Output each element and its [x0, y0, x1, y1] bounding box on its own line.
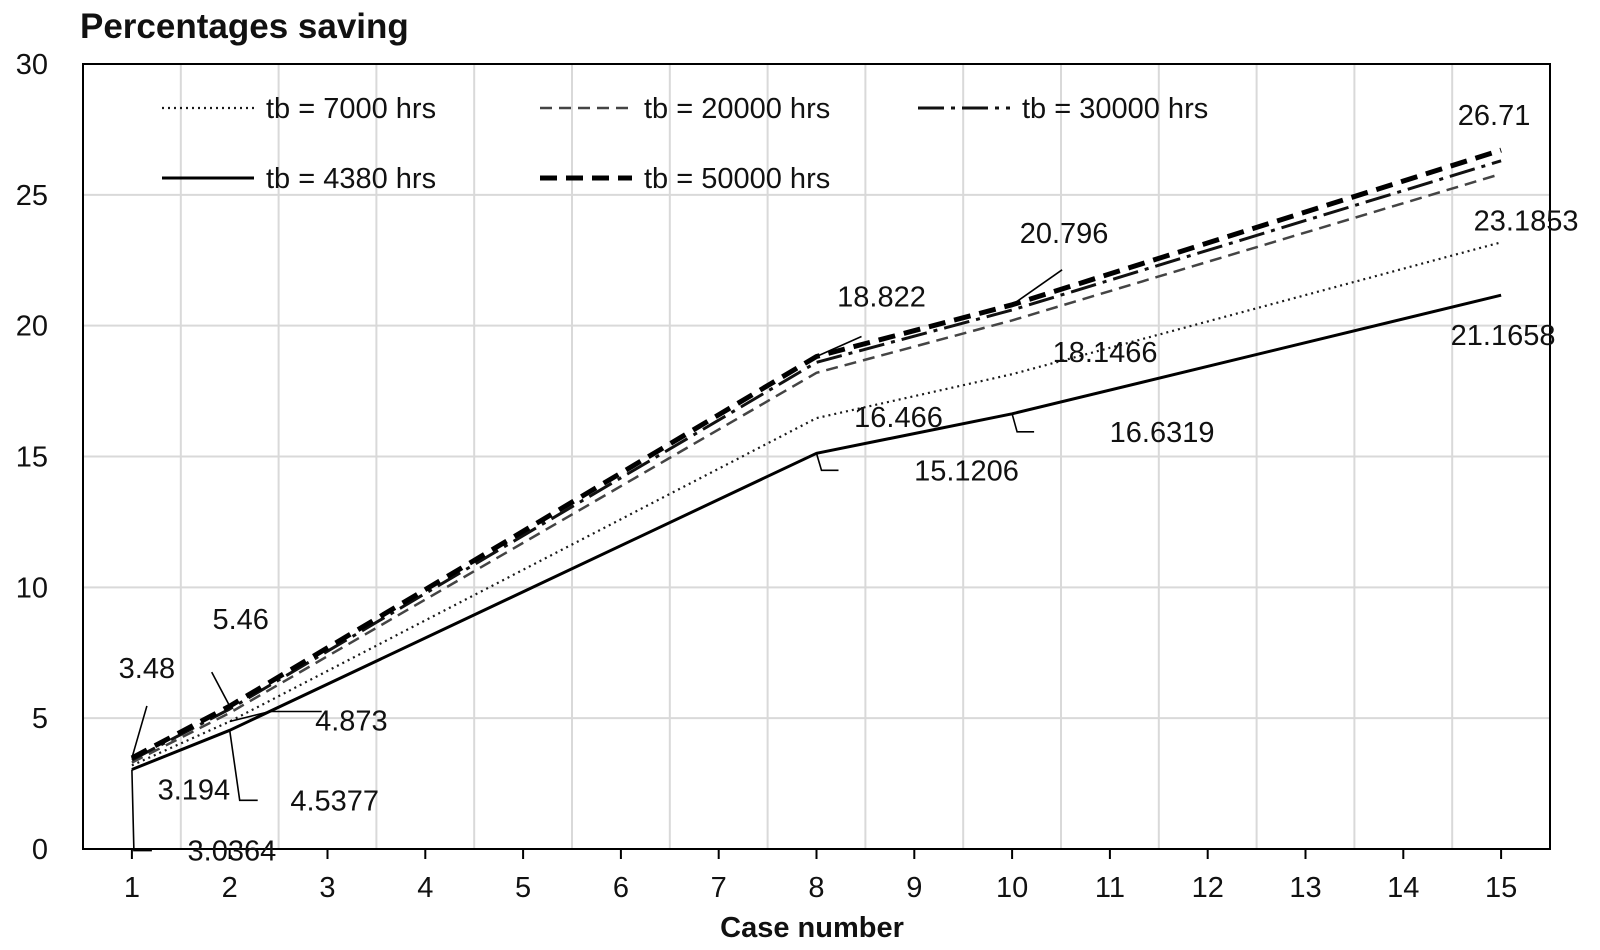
x-tick-label: 1: [124, 872, 140, 904]
data-label: 15.1206: [914, 455, 1019, 487]
x-tick-label: 10: [996, 872, 1028, 904]
label-leader-line: [815, 453, 839, 472]
data-labels: 3.48 5.46 4.873 3.194 4.5377 3.0364 18.822 20.7…: [119, 100, 1579, 867]
label-leader-line: [1011, 413, 1035, 433]
label-leader-line: [1011, 269, 1063, 306]
y-tick-label: 25: [16, 180, 48, 212]
x-tick-label: 5: [515, 872, 531, 904]
data-label: 23.1853: [1474, 205, 1579, 237]
legend-label-0: tb = 7000 hrs: [266, 93, 436, 125]
legend-label-2: tb = 30000 hrs: [1022, 93, 1208, 125]
label-leader-line: [131, 705, 148, 759]
x-tick-label: 11: [1095, 872, 1125, 904]
x-axis-ticks: 1 2 3 4 5 6 7 8 9 10 11 12 13 14 15: [124, 849, 1517, 904]
series-line-4: [130, 147, 1502, 761]
y-tick-label: 10: [16, 572, 48, 604]
data-label: 4.5377: [290, 785, 379, 817]
x-tick-label: 9: [906, 872, 922, 904]
label-leader-line: [816, 335, 862, 358]
data-label: 4.873: [315, 705, 388, 737]
label-leader-line: [131, 769, 152, 852]
data-label: 3.48: [119, 653, 175, 685]
x-tick-label: 12: [1192, 872, 1224, 904]
y-tick-label: 15: [16, 442, 48, 474]
x-tick-label: 6: [613, 872, 629, 904]
x-tick-label: 3: [319, 872, 335, 904]
series-lines: [130, 147, 1502, 771]
x-axis-label: Case number: [720, 912, 904, 944]
series-line-2: [131, 159, 1502, 762]
x-tick-label: 8: [808, 872, 824, 904]
legend: tb = 7000 hrs tb = 20000 hrs tb = 30000 hr…: [162, 93, 1208, 195]
x-tick-label: 2: [222, 872, 238, 904]
x-tick-label: 15: [1485, 872, 1517, 904]
x-tick-label: 13: [1289, 872, 1321, 904]
data-label: 26.71: [1458, 100, 1531, 132]
legend-label-3: tb = 4380 hrs: [266, 163, 436, 195]
y-axis-ticks: 0 5 10 15 20 25 30: [16, 49, 48, 866]
data-label: 3.0364: [188, 836, 277, 868]
data-label: 3.194: [158, 774, 231, 806]
x-tick-label: 7: [711, 872, 727, 904]
label-leader-line: [229, 710, 322, 723]
y-tick-label: 30: [16, 49, 48, 81]
series-line-1: [131, 172, 1502, 764]
series-line-3: [131, 293, 1502, 771]
data-label: 18.1466: [1053, 337, 1158, 369]
x-tick-label: 4: [417, 872, 433, 904]
legend-label-1: tb = 20000 hrs: [644, 93, 830, 125]
y-tick-label: 20: [16, 311, 48, 343]
y-tick-label: 5: [32, 703, 48, 735]
legend-label-4: tb = 50000 hrs: [644, 163, 830, 195]
label-leader-line: [228, 730, 258, 802]
label-leader-line: [210, 671, 231, 707]
x-tick-label: 14: [1387, 872, 1419, 904]
data-label: 16.6319: [1110, 417, 1215, 449]
chart-title: Percentages saving: [80, 7, 409, 46]
data-label: 18.822: [837, 281, 926, 313]
data-label: 16.466: [854, 402, 943, 434]
series-line-0: [131, 241, 1502, 767]
data-label: 20.796: [1020, 218, 1109, 250]
y-tick-label: 0: [32, 834, 48, 866]
data-label: 21.1658: [1451, 320, 1556, 352]
data-label: 5.46: [212, 604, 268, 636]
